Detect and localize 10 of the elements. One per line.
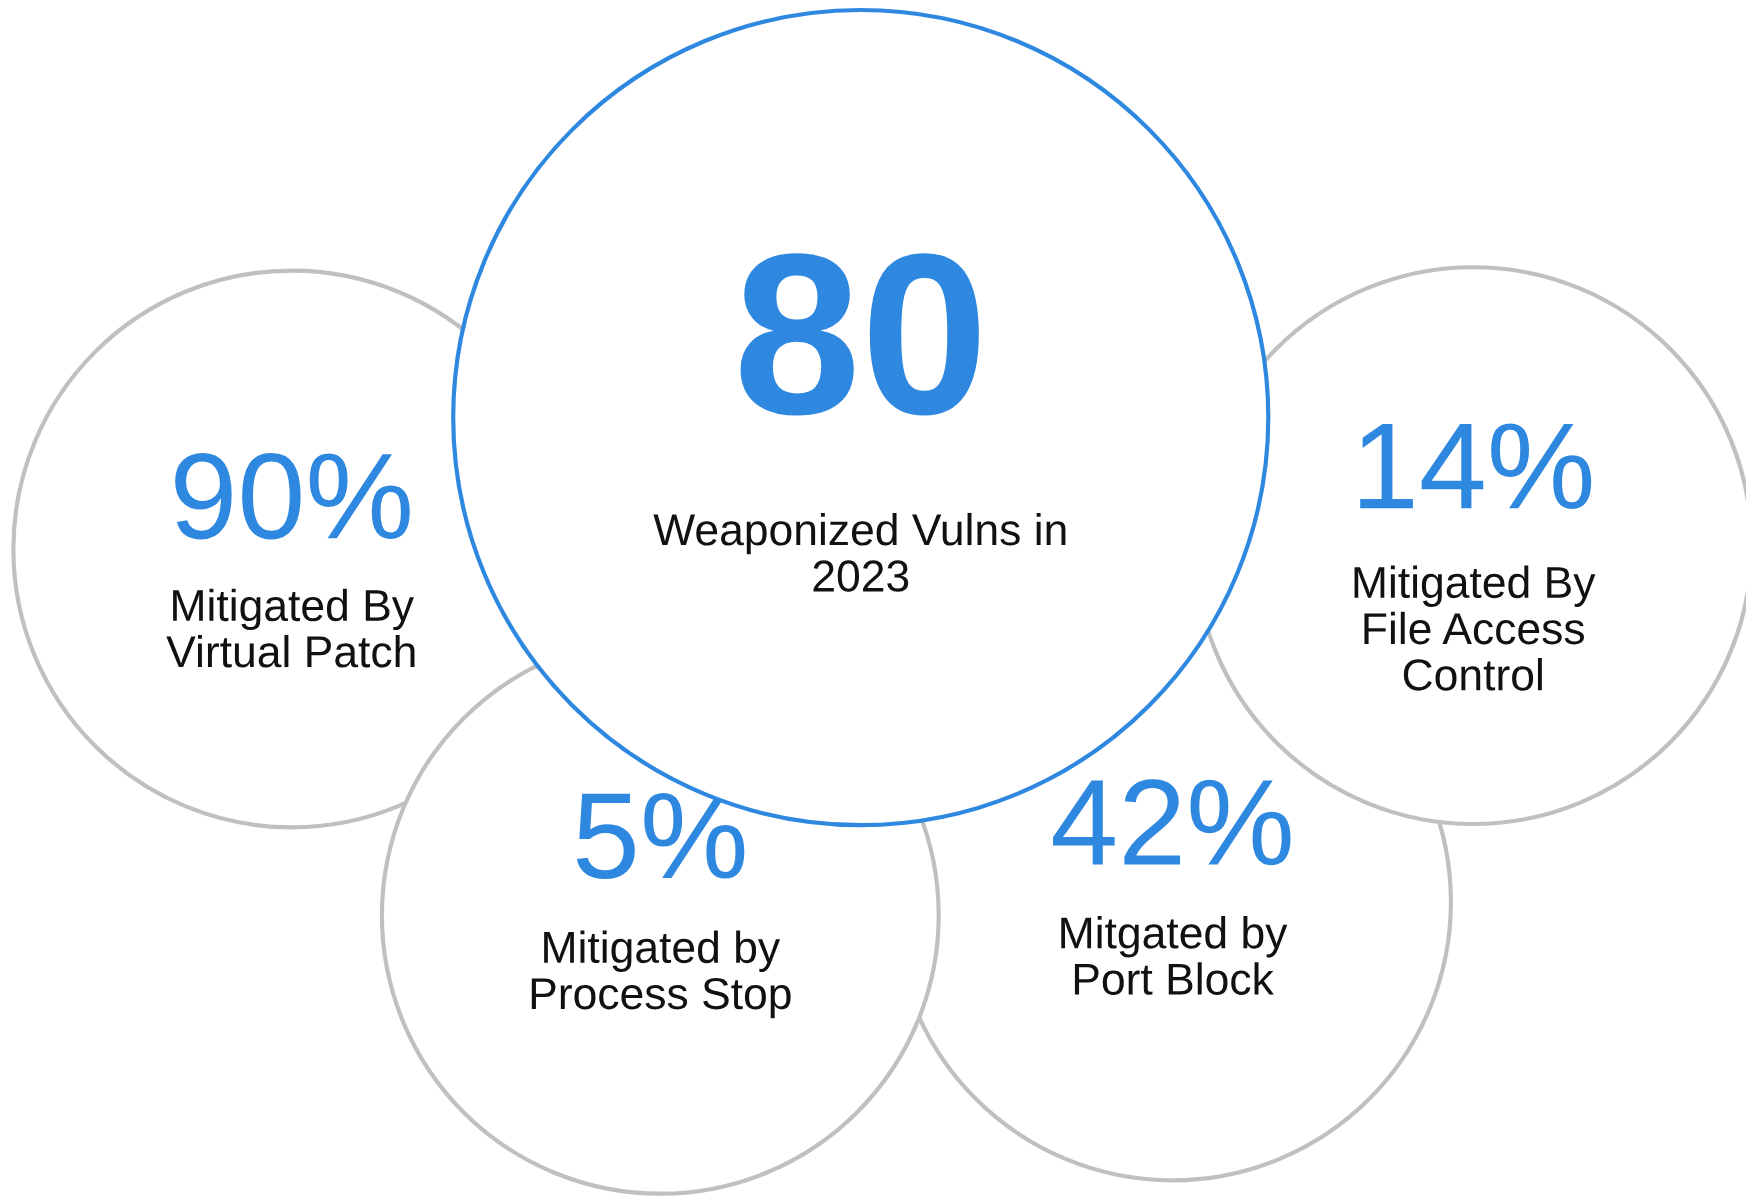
data-label: 90%: [175, 452, 410, 540]
category-label: Mitigated by Process Stop: [531, 930, 791, 1019]
category-label: Weaponized Vulns in 2023: [653, 512, 1066, 592]
category-label: Mitigated By Virtual Patch: [166, 588, 415, 668]
category-label: Mitgated by Port Block: [1061, 916, 1288, 995]
data-label: 5%: [576, 793, 745, 880]
data-label: 80: [740, 253, 979, 416]
data-label: 14%: [1360, 423, 1592, 509]
data-label: 42%: [1053, 779, 1291, 866]
category-label: Mitigated By File Access Control: [1354, 565, 1596, 691]
